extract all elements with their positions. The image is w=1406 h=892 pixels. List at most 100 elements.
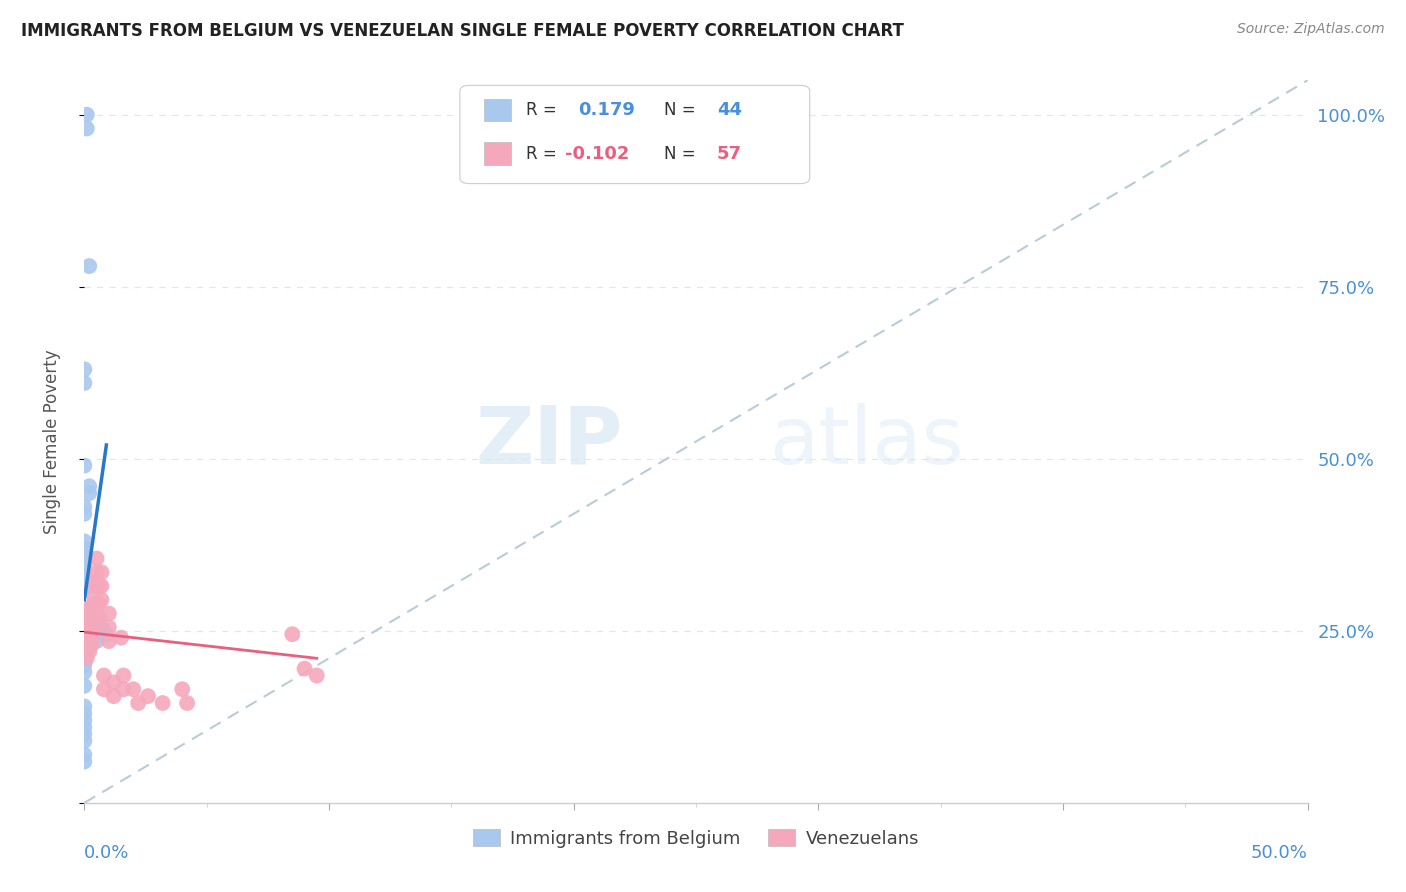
Point — [73, 541, 96, 556]
Point — [90, 592, 112, 607]
Point — [87, 596, 110, 610]
Point — [73, 747, 96, 762]
Point — [73, 665, 96, 679]
Text: ZIP: ZIP — [475, 402, 623, 481]
Point — [76, 603, 98, 617]
Point — [122, 682, 145, 697]
Point — [83, 590, 105, 604]
Point — [76, 108, 98, 122]
Point — [76, 121, 98, 136]
FancyBboxPatch shape — [484, 99, 512, 121]
Point — [83, 575, 105, 590]
Point — [96, 627, 118, 641]
Point — [73, 500, 96, 514]
Point — [83, 614, 105, 628]
Point — [77, 631, 100, 645]
Point — [73, 555, 96, 569]
Text: 50.0%: 50.0% — [1251, 845, 1308, 863]
Point — [97, 607, 120, 621]
Point — [86, 596, 108, 610]
Text: 44: 44 — [717, 101, 742, 120]
Point — [86, 566, 108, 580]
Text: atlas: atlas — [769, 402, 963, 481]
Point — [73, 548, 96, 562]
Point — [77, 644, 100, 658]
Text: R =: R = — [526, 145, 557, 162]
Point — [80, 638, 103, 652]
FancyBboxPatch shape — [484, 142, 512, 165]
Point — [77, 610, 100, 624]
Point — [73, 362, 96, 376]
Point — [80, 610, 103, 624]
Point — [103, 675, 125, 690]
Point — [73, 658, 96, 673]
Point — [77, 479, 100, 493]
Point — [80, 616, 103, 631]
Point — [73, 699, 96, 714]
Text: 0.0%: 0.0% — [84, 845, 129, 863]
Point — [73, 534, 96, 549]
Point — [93, 682, 115, 697]
Point — [77, 259, 100, 273]
Point — [93, 668, 115, 682]
Point — [87, 610, 110, 624]
Point — [73, 562, 96, 576]
Point — [294, 662, 316, 676]
Point — [281, 627, 304, 641]
Point — [97, 620, 120, 634]
Point — [73, 755, 96, 769]
Point — [73, 720, 96, 734]
Point — [90, 566, 112, 580]
Point — [73, 582, 96, 597]
Point — [305, 668, 328, 682]
Point — [83, 610, 105, 624]
Point — [77, 610, 100, 624]
Point — [86, 634, 108, 648]
Point — [90, 620, 112, 634]
Point — [112, 682, 135, 697]
Text: 57: 57 — [717, 145, 742, 162]
Point — [77, 610, 100, 624]
Point — [73, 575, 96, 590]
Point — [73, 679, 96, 693]
Point — [87, 624, 110, 638]
Point — [73, 651, 96, 665]
Point — [73, 734, 96, 748]
Point — [76, 616, 98, 631]
Point — [152, 696, 174, 710]
Point — [77, 638, 100, 652]
Point — [73, 644, 96, 658]
Legend: Immigrants from Belgium, Venezuelans: Immigrants from Belgium, Venezuelans — [465, 822, 927, 855]
Point — [73, 713, 96, 727]
Point — [103, 689, 125, 703]
Point — [77, 616, 100, 631]
Point — [73, 458, 96, 473]
Text: 0.179: 0.179 — [578, 101, 636, 120]
Point — [90, 579, 112, 593]
Point — [76, 631, 98, 645]
FancyBboxPatch shape — [460, 86, 810, 184]
Point — [110, 631, 132, 645]
Point — [76, 651, 98, 665]
Point — [86, 616, 108, 631]
Point — [76, 624, 98, 638]
Point — [86, 610, 108, 624]
Point — [73, 603, 96, 617]
Point — [73, 616, 96, 631]
Point — [97, 634, 120, 648]
Text: R =: R = — [526, 101, 557, 120]
Text: N =: N = — [664, 101, 696, 120]
Point — [73, 507, 96, 521]
Point — [80, 624, 103, 638]
Point — [76, 610, 98, 624]
Point — [73, 610, 96, 624]
Point — [172, 682, 194, 697]
Point — [80, 599, 103, 614]
Point — [80, 631, 103, 645]
Point — [73, 568, 96, 582]
Point — [127, 696, 149, 710]
Point — [77, 631, 100, 645]
Point — [136, 689, 159, 703]
Text: Source: ZipAtlas.com: Source: ZipAtlas.com — [1237, 22, 1385, 37]
Text: -0.102: -0.102 — [565, 145, 630, 162]
